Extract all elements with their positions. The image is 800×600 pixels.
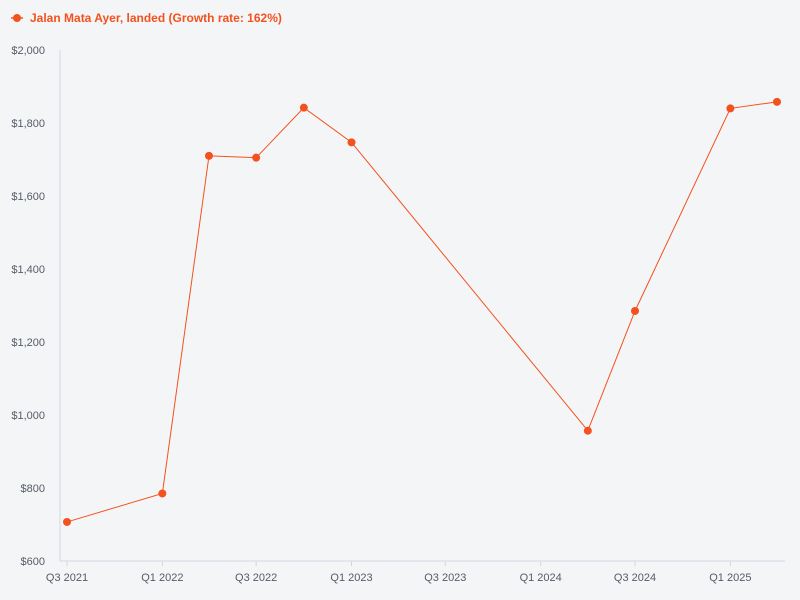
data-point[interactable] — [205, 151, 213, 160]
x-axis: Q3 2021 Q1 2022 Q3 2022 Q1 2023 Q3 2023 Q1 20… — [46, 560, 785, 584]
y-tick-label: $1,000 — [11, 410, 45, 422]
y-axis: $600 $800 $1,000 $1,200 $1,400 $1,600 $1,800 $2… — [11, 45, 61, 568]
y-tick-label: $800 — [21, 483, 45, 495]
x-tick-label: Q3 2022 — [235, 572, 277, 584]
legend-marker-icon — [13, 14, 21, 22]
data-point[interactable] — [299, 103, 308, 112]
y-tick-label: $1,200 — [11, 337, 45, 349]
legend[interactable]: Jalan Mata Ayer, landed (Growth rate: 16… — [11, 11, 282, 25]
series-line — [66, 101, 778, 523]
x-tick-label: Q1 2023 — [330, 572, 372, 584]
data-point[interactable] — [726, 104, 735, 113]
data-point[interactable] — [252, 153, 261, 162]
x-tick-label: Q1 2024 — [520, 572, 562, 584]
data-point[interactable] — [158, 489, 167, 498]
y-tick-label: $1,400 — [11, 264, 45, 276]
legend-label: Jalan Mata Ayer, landed (Growth rate: 16… — [30, 11, 282, 25]
series-layer — [63, 97, 781, 526]
y-tick-label: $1,600 — [11, 191, 45, 203]
x-tick-label: Q3 2021 — [46, 572, 88, 584]
data-point[interactable] — [773, 97, 781, 106]
data-point[interactable] — [347, 138, 356, 147]
y-tick-label: $1,800 — [11, 118, 45, 130]
data-point[interactable] — [63, 517, 71, 526]
data-point[interactable] — [583, 426, 592, 435]
y-tick-label: $600 — [21, 556, 45, 568]
x-tick-label: Q3 2024 — [614, 572, 656, 584]
y-tick-label: $2,000 — [11, 45, 45, 57]
x-tick-label: Q3 2023 — [424, 572, 466, 584]
x-tick-label: Q1 2022 — [141, 572, 183, 584]
x-tick-label: Q1 2025 — [709, 572, 751, 584]
data-point[interactable] — [631, 306, 639, 315]
